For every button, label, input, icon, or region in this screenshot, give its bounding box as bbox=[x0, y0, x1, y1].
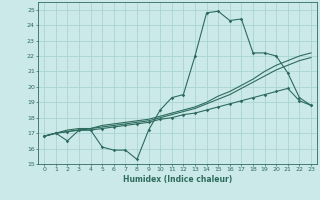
X-axis label: Humidex (Indice chaleur): Humidex (Indice chaleur) bbox=[123, 175, 232, 184]
